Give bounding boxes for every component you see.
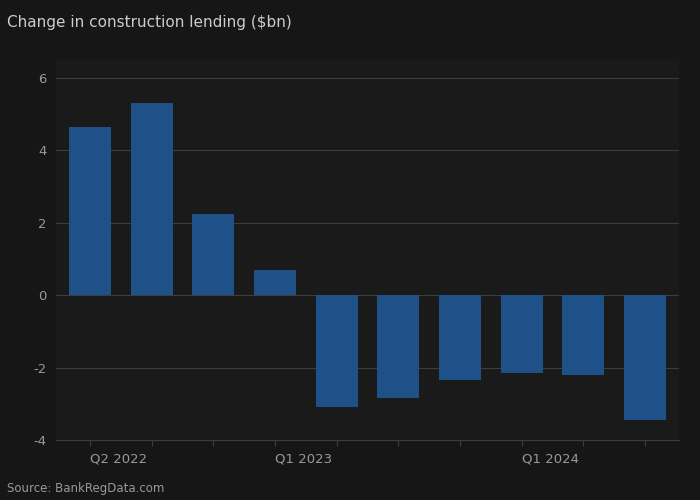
Text: Source: BankRegData.com: Source: BankRegData.com [7,482,164,495]
Text: Change in construction lending ($bn): Change in construction lending ($bn) [7,15,292,30]
Bar [131,104,173,295]
Text: Q1 2023: Q1 2023 [275,452,332,466]
Bar [316,295,358,408]
Bar [69,127,111,295]
Text: Q1 2024: Q1 2024 [522,452,579,466]
Bar [377,295,419,399]
Bar [193,214,235,295]
Bar [624,295,666,420]
Bar [562,295,604,375]
Bar [439,295,481,380]
Bar [500,295,542,373]
Bar [254,270,296,295]
Text: Q2 2022: Q2 2022 [90,452,147,466]
